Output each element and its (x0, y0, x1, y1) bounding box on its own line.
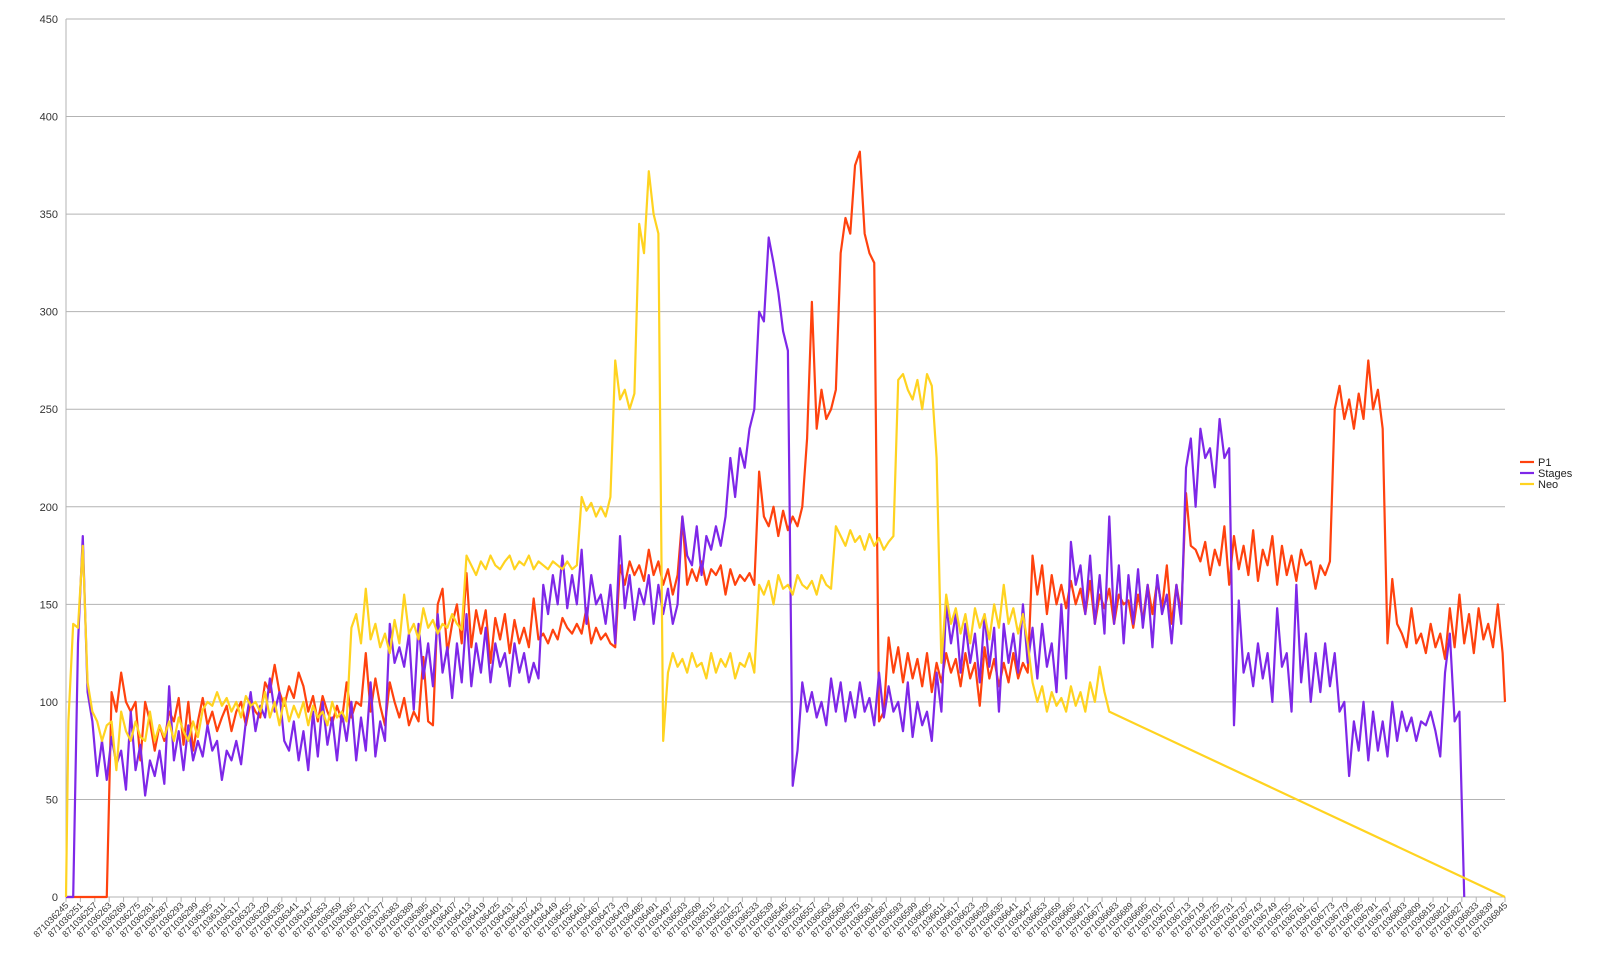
legend-label-neo: Neo (1538, 479, 1558, 491)
y-tick-label: 200 (40, 502, 58, 514)
y-tick-label: 450 (40, 14, 58, 26)
y-tick-label: 50 (46, 794, 58, 806)
legend-label-stages: Stages (1538, 468, 1573, 480)
y-tick-label: 0 (52, 892, 58, 904)
series-line-neo (64, 170, 1506, 898)
x-axis-tick-labels: 8710362458710362518710362578710362638710… (31, 897, 1509, 939)
y-tick-label: 100 (40, 697, 58, 709)
series-line-stages (66, 236, 1466, 899)
y-tick-label: 350 (40, 209, 58, 221)
y-tick-label: 250 (40, 404, 58, 416)
y-axis-tick-labels: 0 50 100 150 200 250 300 350 400 450 (40, 14, 58, 904)
y-tick-label: 300 (40, 307, 58, 319)
y-tick-label: 150 (40, 599, 58, 611)
gridlines (66, 18, 1505, 898)
series-lines (64, 150, 1507, 899)
legend-label-p1: P1 (1538, 457, 1551, 469)
y-tick-label: 400 (40, 112, 58, 124)
series-line-p1 (66, 150, 1507, 899)
axes (65, 19, 1505, 898)
